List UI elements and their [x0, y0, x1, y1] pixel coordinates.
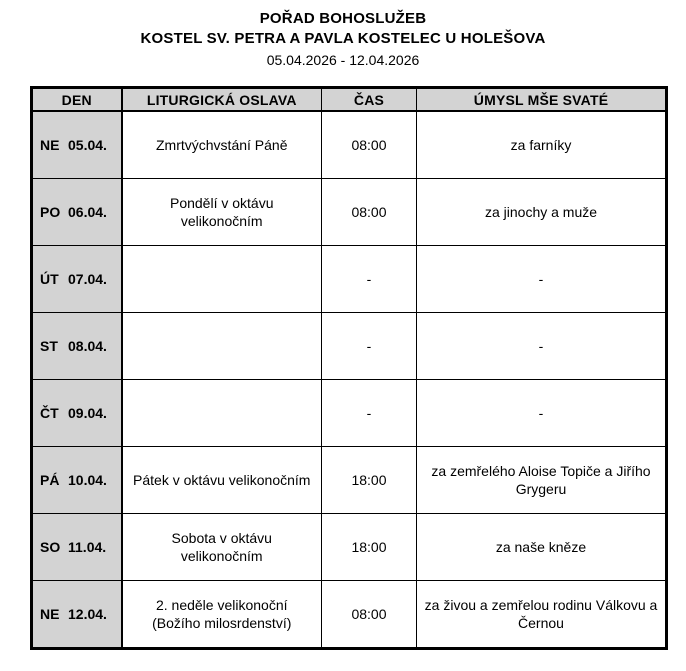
day-abbr: NE: [40, 606, 60, 622]
intention-cell: za zemřelého Aloise Topiče a Jiřího Gryg…: [416, 446, 667, 514]
day-cell: ST 08.04.: [31, 312, 123, 380]
table-row: PO 06.04. Pondělí v oktávu velikonočním 0…: [31, 178, 667, 246]
celebration-cell: Pondělí v oktávu velikonočním: [121, 178, 322, 246]
time-cell: 18:00: [321, 446, 417, 514]
table-row: ČT 09.04. - -: [31, 379, 667, 447]
column-header-den: DEN: [31, 87, 123, 112]
column-header-time: ČAS: [321, 87, 417, 112]
table-row: SO 11.04. Sobota v oktávu velikonočním 18…: [31, 513, 667, 581]
time-cell: 08:00: [321, 580, 417, 649]
day-date: 05.04.: [68, 137, 107, 153]
time-cell: -: [321, 312, 417, 380]
table-header-row: DEN LITURGICKÁ OSLAVA ČAS ÚMYSL MŠE SVAT…: [31, 87, 667, 112]
time-cell: 08:00: [321, 178, 417, 246]
time-cell: -: [321, 245, 417, 313]
day-cell: PO 06.04.: [31, 178, 123, 246]
date-range: 05.04.2026 - 12.04.2026: [266, 52, 420, 68]
table-row: ST 08.04. - -: [31, 312, 667, 380]
column-header-celebration: LITURGICKÁ OSLAVA: [121, 87, 322, 112]
time-cell: 18:00: [321, 513, 417, 581]
day-cell: SO 11.04.: [31, 513, 123, 581]
day-cell: NE 12.04.: [31, 580, 123, 649]
intention-cell: -: [416, 245, 667, 313]
page-subtitle: KOSTEL SV. PETRA A PAVLA KOSTELEC U HOLE…: [140, 30, 546, 47]
celebration-cell: Sobota v oktávu velikonočním: [121, 513, 322, 581]
table-row: PÁ 10.04. Pátek v oktávu velikonočním 18:…: [31, 446, 667, 514]
day-cell: NE 05.04.: [31, 110, 123, 179]
celebration-cell: [121, 245, 322, 313]
day-abbr: NE: [40, 137, 60, 153]
day-date: 09.04.: [68, 405, 107, 421]
time-cell: 08:00: [321, 110, 417, 179]
service-schedule-table: DEN LITURGICKÁ OSLAVA ČAS ÚMYSL MŠE SVAT…: [30, 86, 668, 650]
day-abbr: ÚT: [40, 271, 59, 287]
time-cell: -: [321, 379, 417, 447]
day-date: 10.04.: [68, 472, 107, 488]
day-abbr: SO: [40, 539, 61, 555]
day-abbr: ST: [40, 338, 58, 354]
intention-cell: za farníky: [416, 110, 667, 179]
day-cell: ÚT 07.04.: [31, 245, 123, 313]
celebration-cell: [121, 312, 322, 380]
celebration-cell: 2. neděle velikonoční (Božího milosrdens…: [121, 580, 322, 649]
intention-cell: za naše kněze: [416, 513, 667, 581]
table-row: ÚT 07.04. - -: [31, 245, 667, 313]
day-cell: ČT 09.04.: [31, 379, 123, 447]
celebration-cell: [121, 379, 322, 447]
page-title: POŘAD BOHOSLUŽEB: [259, 10, 427, 27]
day-date: 06.04.: [68, 204, 107, 220]
intention-cell: za jinochy a muže: [416, 178, 667, 246]
table-row: NE 12.04. 2. neděle velikonoční (Božího m…: [31, 580, 667, 649]
celebration-cell: Zmrtvýchvstání Páně: [121, 110, 322, 179]
day-date: 07.04.: [68, 271, 107, 287]
day-date: 08.04.: [68, 338, 107, 354]
day-abbr: PO: [40, 204, 61, 220]
intention-cell: -: [416, 312, 667, 380]
celebration-cell: Pátek v oktávu velikonočním: [121, 446, 322, 514]
column-header-intention: ÚMYSL MŠE SVATÉ: [416, 87, 667, 112]
table-row: NE 05.04. Zmrtvýchvstání Páně 08:00 za fa…: [31, 110, 667, 179]
bulletin-header: POŘAD BOHOSLUŽEB KOSTEL SV. PETRA A PAVL…: [0, 0, 686, 72]
day-abbr: PÁ: [40, 472, 60, 488]
intention-cell: za živou a zemřelou rodinu Válkovu a Čer…: [416, 580, 667, 649]
day-abbr: ČT: [40, 405, 59, 421]
intention-cell: -: [416, 379, 667, 447]
day-date: 11.04.: [68, 539, 107, 555]
day-date: 12.04.: [68, 606, 107, 622]
day-cell: PÁ 10.04.: [31, 446, 123, 514]
